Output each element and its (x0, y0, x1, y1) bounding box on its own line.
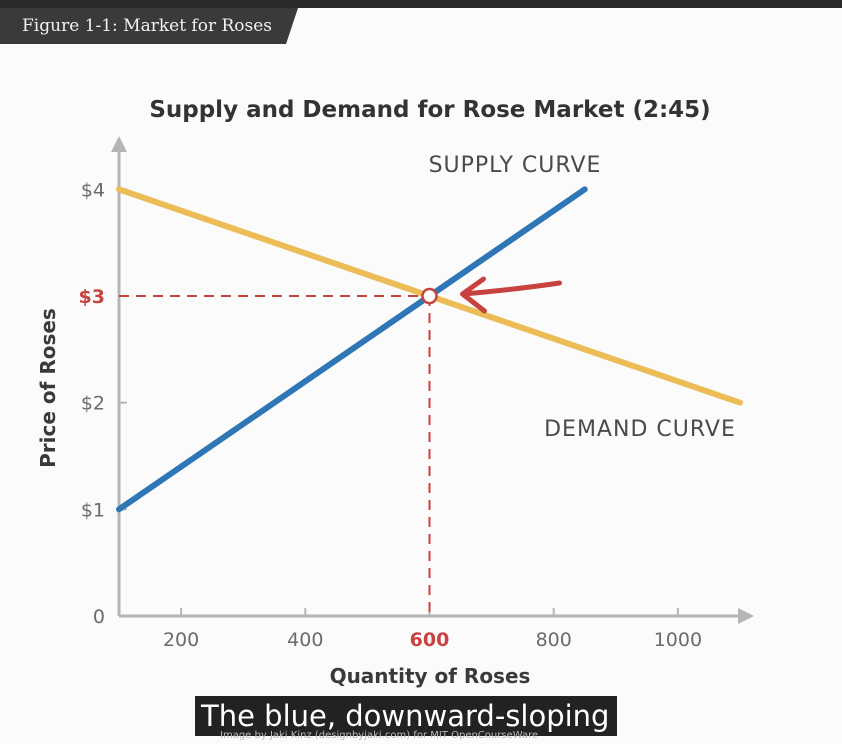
pointer-arrow-shaft (461, 280, 562, 297)
supply-curve-label: SUPPLY CURVE (429, 153, 602, 178)
equilibrium-point (421, 287, 438, 305)
y-tick-label: $4 (81, 179, 105, 201)
supply-curve-line (116, 186, 588, 513)
x-tick-label: 600 (410, 629, 450, 651)
y-axis-label: Price of Roses (36, 308, 60, 468)
x-tick-label: 400 (287, 629, 323, 651)
equilibrium-markers (421, 276, 562, 314)
x-tick-label: 200 (163, 629, 199, 651)
x-tick-label: 1000 (654, 629, 702, 651)
image-credit: Image by Jaki Kinz (designbyjaki.com) fo… (220, 730, 539, 741)
pointer-arrow-head (460, 276, 487, 314)
chart-title: Supply and Demand for Rose Market (2:45) (149, 97, 710, 123)
figure-label-tab: Figure 1-1: Market for Roses (0, 8, 298, 44)
y-tick-label: $2 (81, 393, 105, 415)
subtitle-caption: The blue, downward-sloping (195, 696, 618, 736)
x-tick-label: 800 (536, 629, 572, 651)
equilibrium-guides (119, 295, 431, 616)
demand-curve-label: DEMAND CURVE (544, 417, 736, 442)
x-ticks: 200 400 600 800 1000 (163, 608, 702, 651)
x-axis-label: Quantity of Roses (330, 664, 531, 688)
y-axis-arrow (111, 136, 127, 152)
y-ticks: 0 $1 $2 $3 $4 (79, 179, 127, 628)
figure-label: Figure 1-1: Market for Roses (22, 16, 273, 36)
y-tick-label: $3 (79, 286, 105, 308)
x-axis-arrow (738, 608, 754, 624)
figure-frame (0, 8, 842, 744)
y-tick-label: 0 (93, 606, 105, 628)
y-tick-label: $1 (81, 499, 105, 521)
